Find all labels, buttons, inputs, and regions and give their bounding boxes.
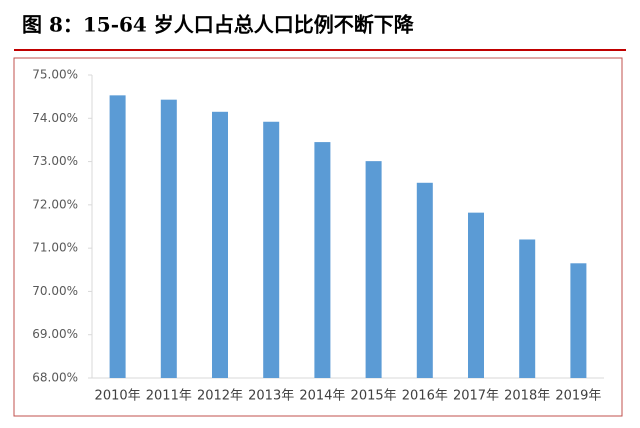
bar (314, 142, 331, 378)
bar (109, 95, 126, 378)
x-tick-label: 2011年 (146, 389, 192, 404)
x-tick-label: 2018年 (504, 389, 550, 404)
y-tick-label: 68.00% (32, 371, 78, 385)
bar (263, 121, 280, 379)
bar (365, 161, 382, 378)
y-tick-label: 72.00% (32, 197, 78, 211)
x-tick-label: 2017年 (453, 389, 499, 404)
y-tick-label: 73.00% (32, 154, 78, 168)
bar (519, 239, 536, 378)
y-tick-label: 75.00% (32, 68, 78, 82)
x-tick-label: 2015年 (351, 389, 397, 404)
x-tick-label: 2014年 (299, 389, 345, 404)
bar (160, 99, 177, 379)
x-tick-label: 2010年 (95, 389, 141, 404)
x-tick-label: 2013年 (248, 389, 294, 404)
bar (570, 263, 587, 378)
x-tick-label: 2019年 (555, 389, 601, 404)
y-tick-label: 71.00% (32, 241, 78, 255)
bar (212, 111, 228, 379)
x-tick-label: 2012年 (197, 389, 243, 404)
y-tick-label: 69.00% (32, 327, 78, 341)
bar (468, 212, 484, 378)
chart-title: 图 8：15-64 岁人口占总人口比例不断下降 (22, 13, 415, 37)
chart-frame (13, 57, 623, 417)
x-tick-label: 2016年 (402, 389, 448, 404)
bar (416, 182, 433, 378)
y-tick-label: 70.00% (32, 284, 78, 298)
y-tick-label: 74.00% (32, 111, 78, 125)
